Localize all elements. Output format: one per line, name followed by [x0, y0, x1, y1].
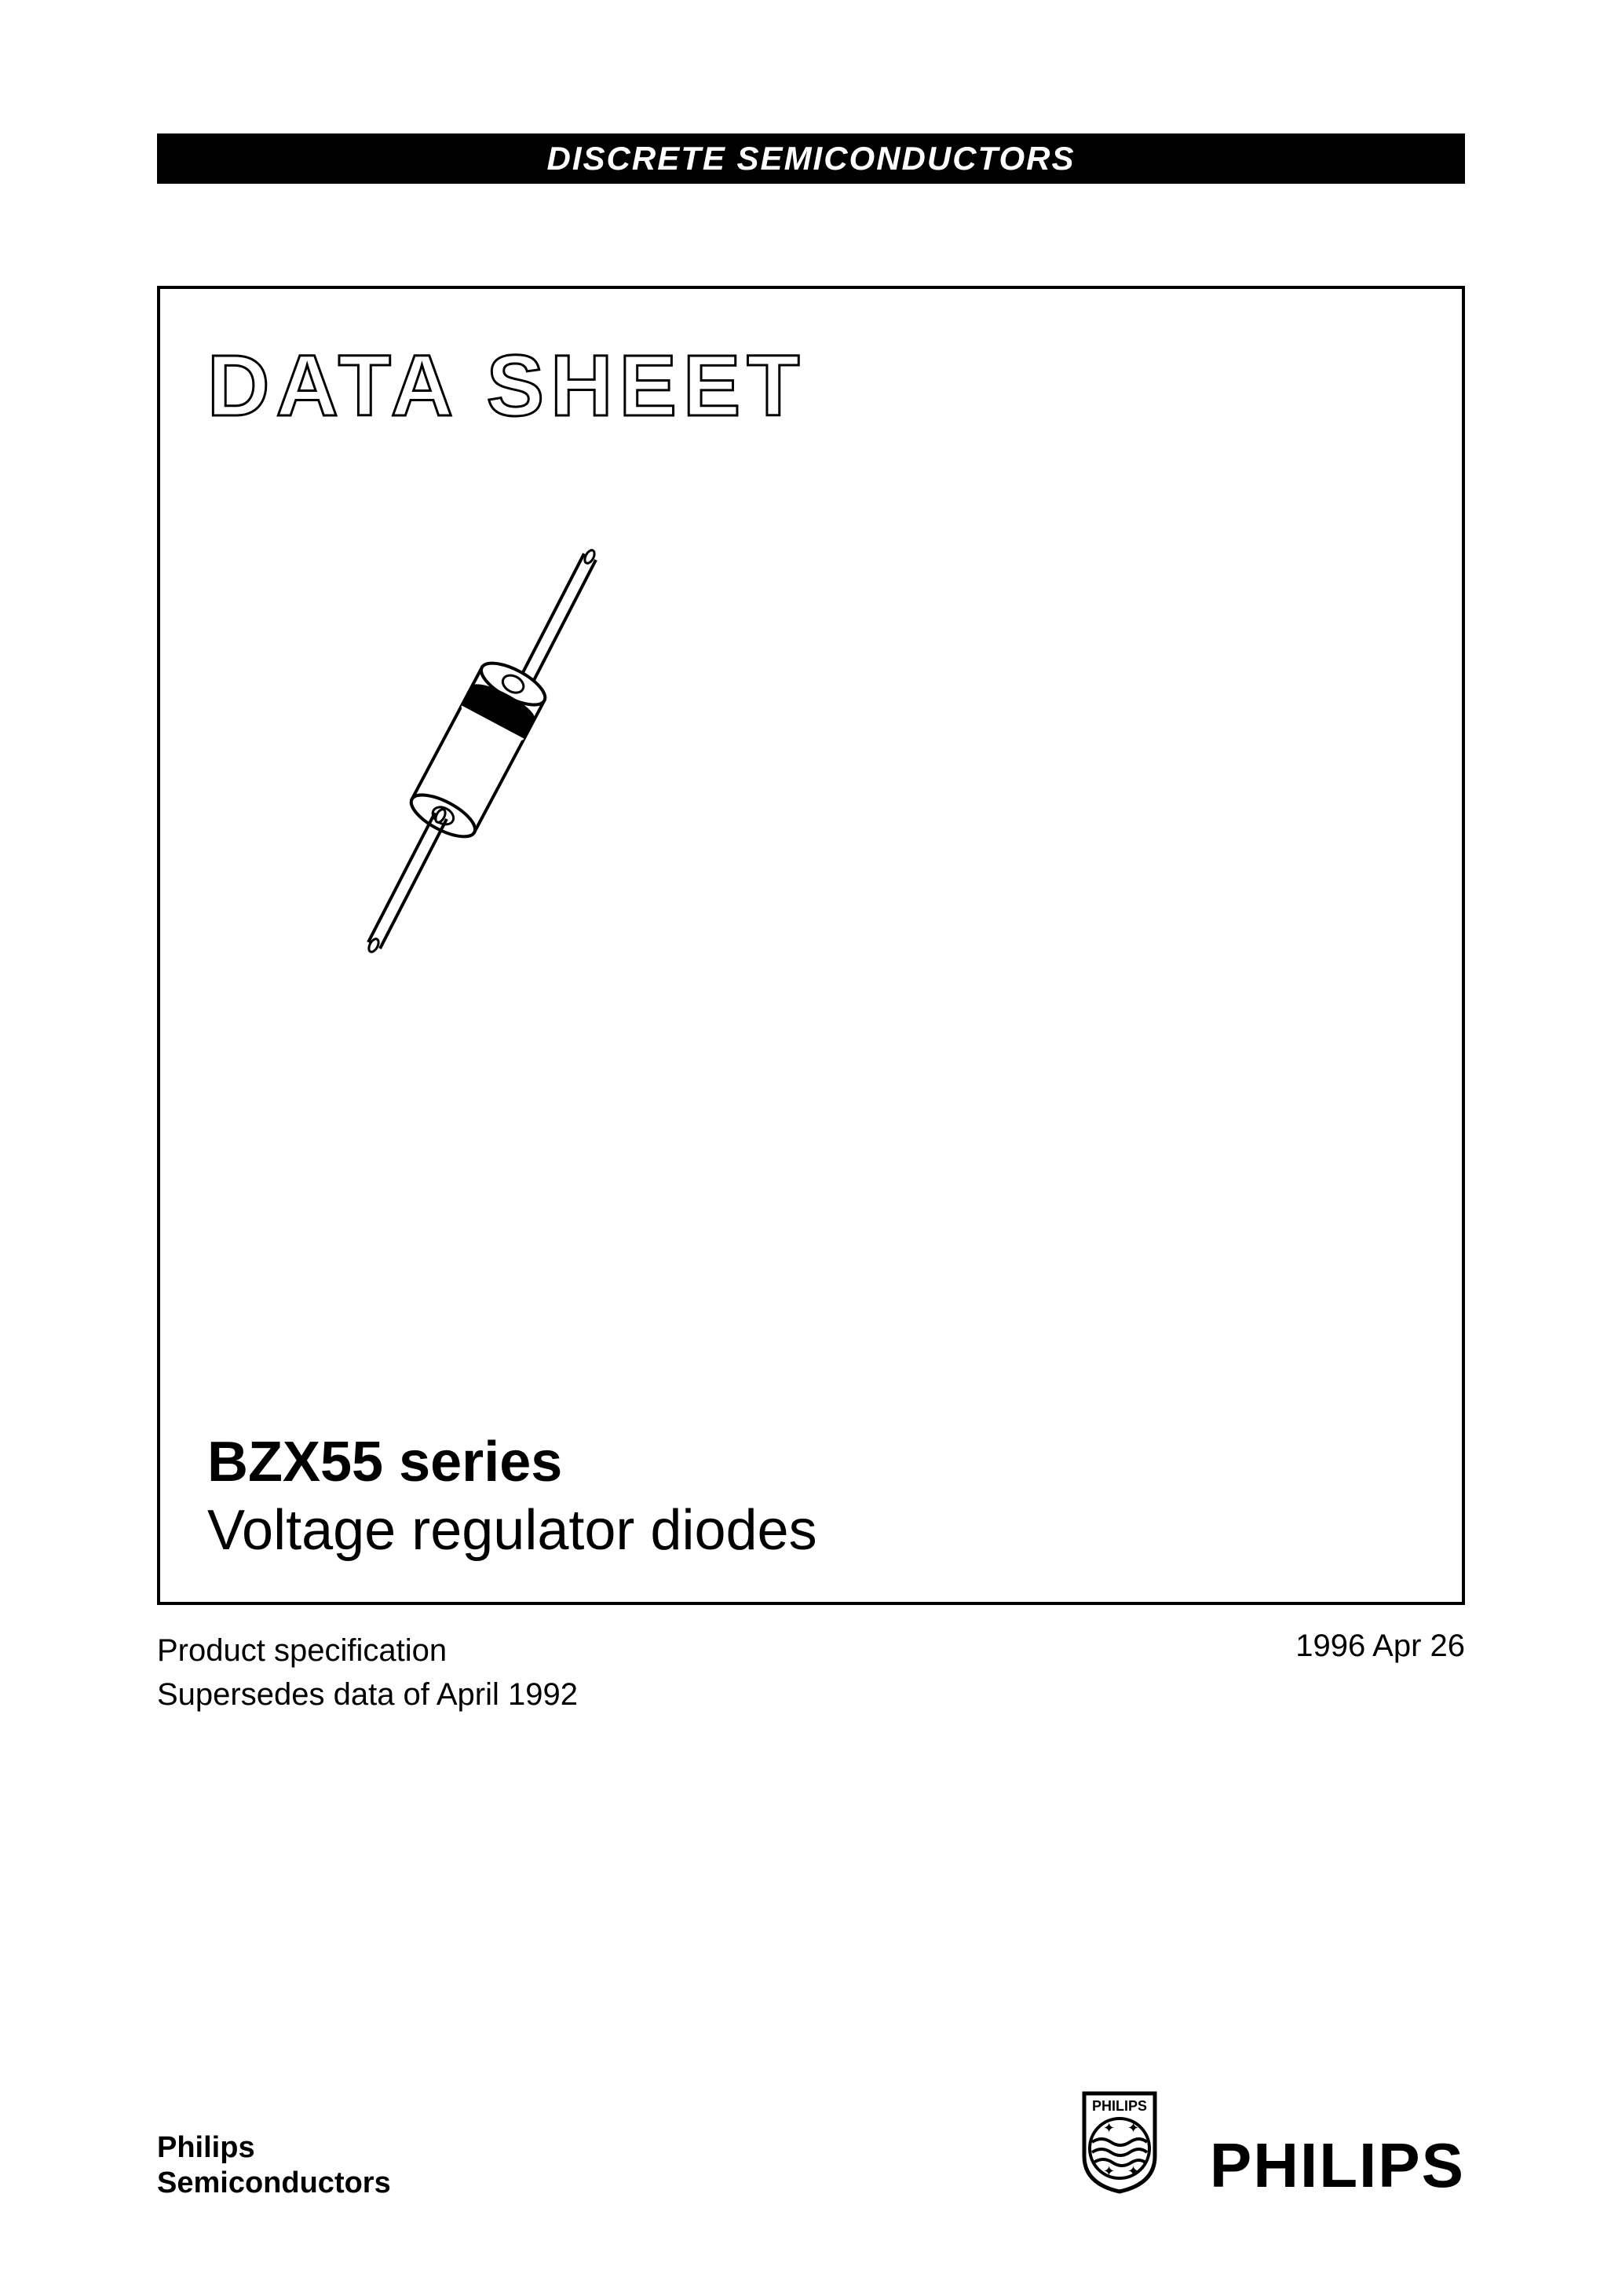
- philips-shield-icon: PHILIPS ✦ ✦ ✦ ✦: [1076, 2086, 1163, 2195]
- header-banner: DISCRETE SEMICONDUCTORS: [157, 133, 1465, 184]
- svg-text:✦: ✦: [1103, 2120, 1115, 2136]
- footer-logo-block: PHILIPS ✦ ✦ ✦ ✦ PHILIPS: [1076, 2086, 1465, 2202]
- philips-logo-text: PHILIPS: [1210, 2130, 1465, 2202]
- spec-line2: Supersedes data of April 1992: [157, 1673, 578, 1717]
- page-footer: Philips Semiconductors PHILIPS ✦ ✦ ✦ ✦ P…: [157, 2086, 1465, 2202]
- diode-diagram-icon: [325, 530, 655, 970]
- product-series: BZX55 series: [207, 1430, 817, 1494]
- below-box-info: Product specification Supersedes data of…: [157, 1629, 1465, 1717]
- date-text: 1996 Apr 26: [1295, 1629, 1465, 1717]
- svg-text:✦: ✦: [1103, 2163, 1115, 2179]
- main-content-box: DATA SHEET: [157, 286, 1465, 1605]
- spec-line1: Product specification: [157, 1629, 578, 1673]
- svg-text:PHILIPS: PHILIPS: [1092, 2098, 1147, 2114]
- data-sheet-title: DATA SHEET: [207, 336, 1415, 436]
- svg-text:✦: ✦: [1127, 2163, 1139, 2179]
- spec-text: Product specification Supersedes data of…: [157, 1629, 578, 1717]
- company-line2: Semiconductors: [157, 2166, 391, 2202]
- footer-company-name: Philips Semiconductors: [157, 2130, 391, 2202]
- product-description: Voltage regulator diodes: [207, 1498, 817, 1563]
- product-title-block: BZX55 series Voltage regulator diodes: [207, 1430, 817, 1563]
- svg-text:✦: ✦: [1127, 2120, 1139, 2136]
- company-line1: Philips: [157, 2130, 391, 2166]
